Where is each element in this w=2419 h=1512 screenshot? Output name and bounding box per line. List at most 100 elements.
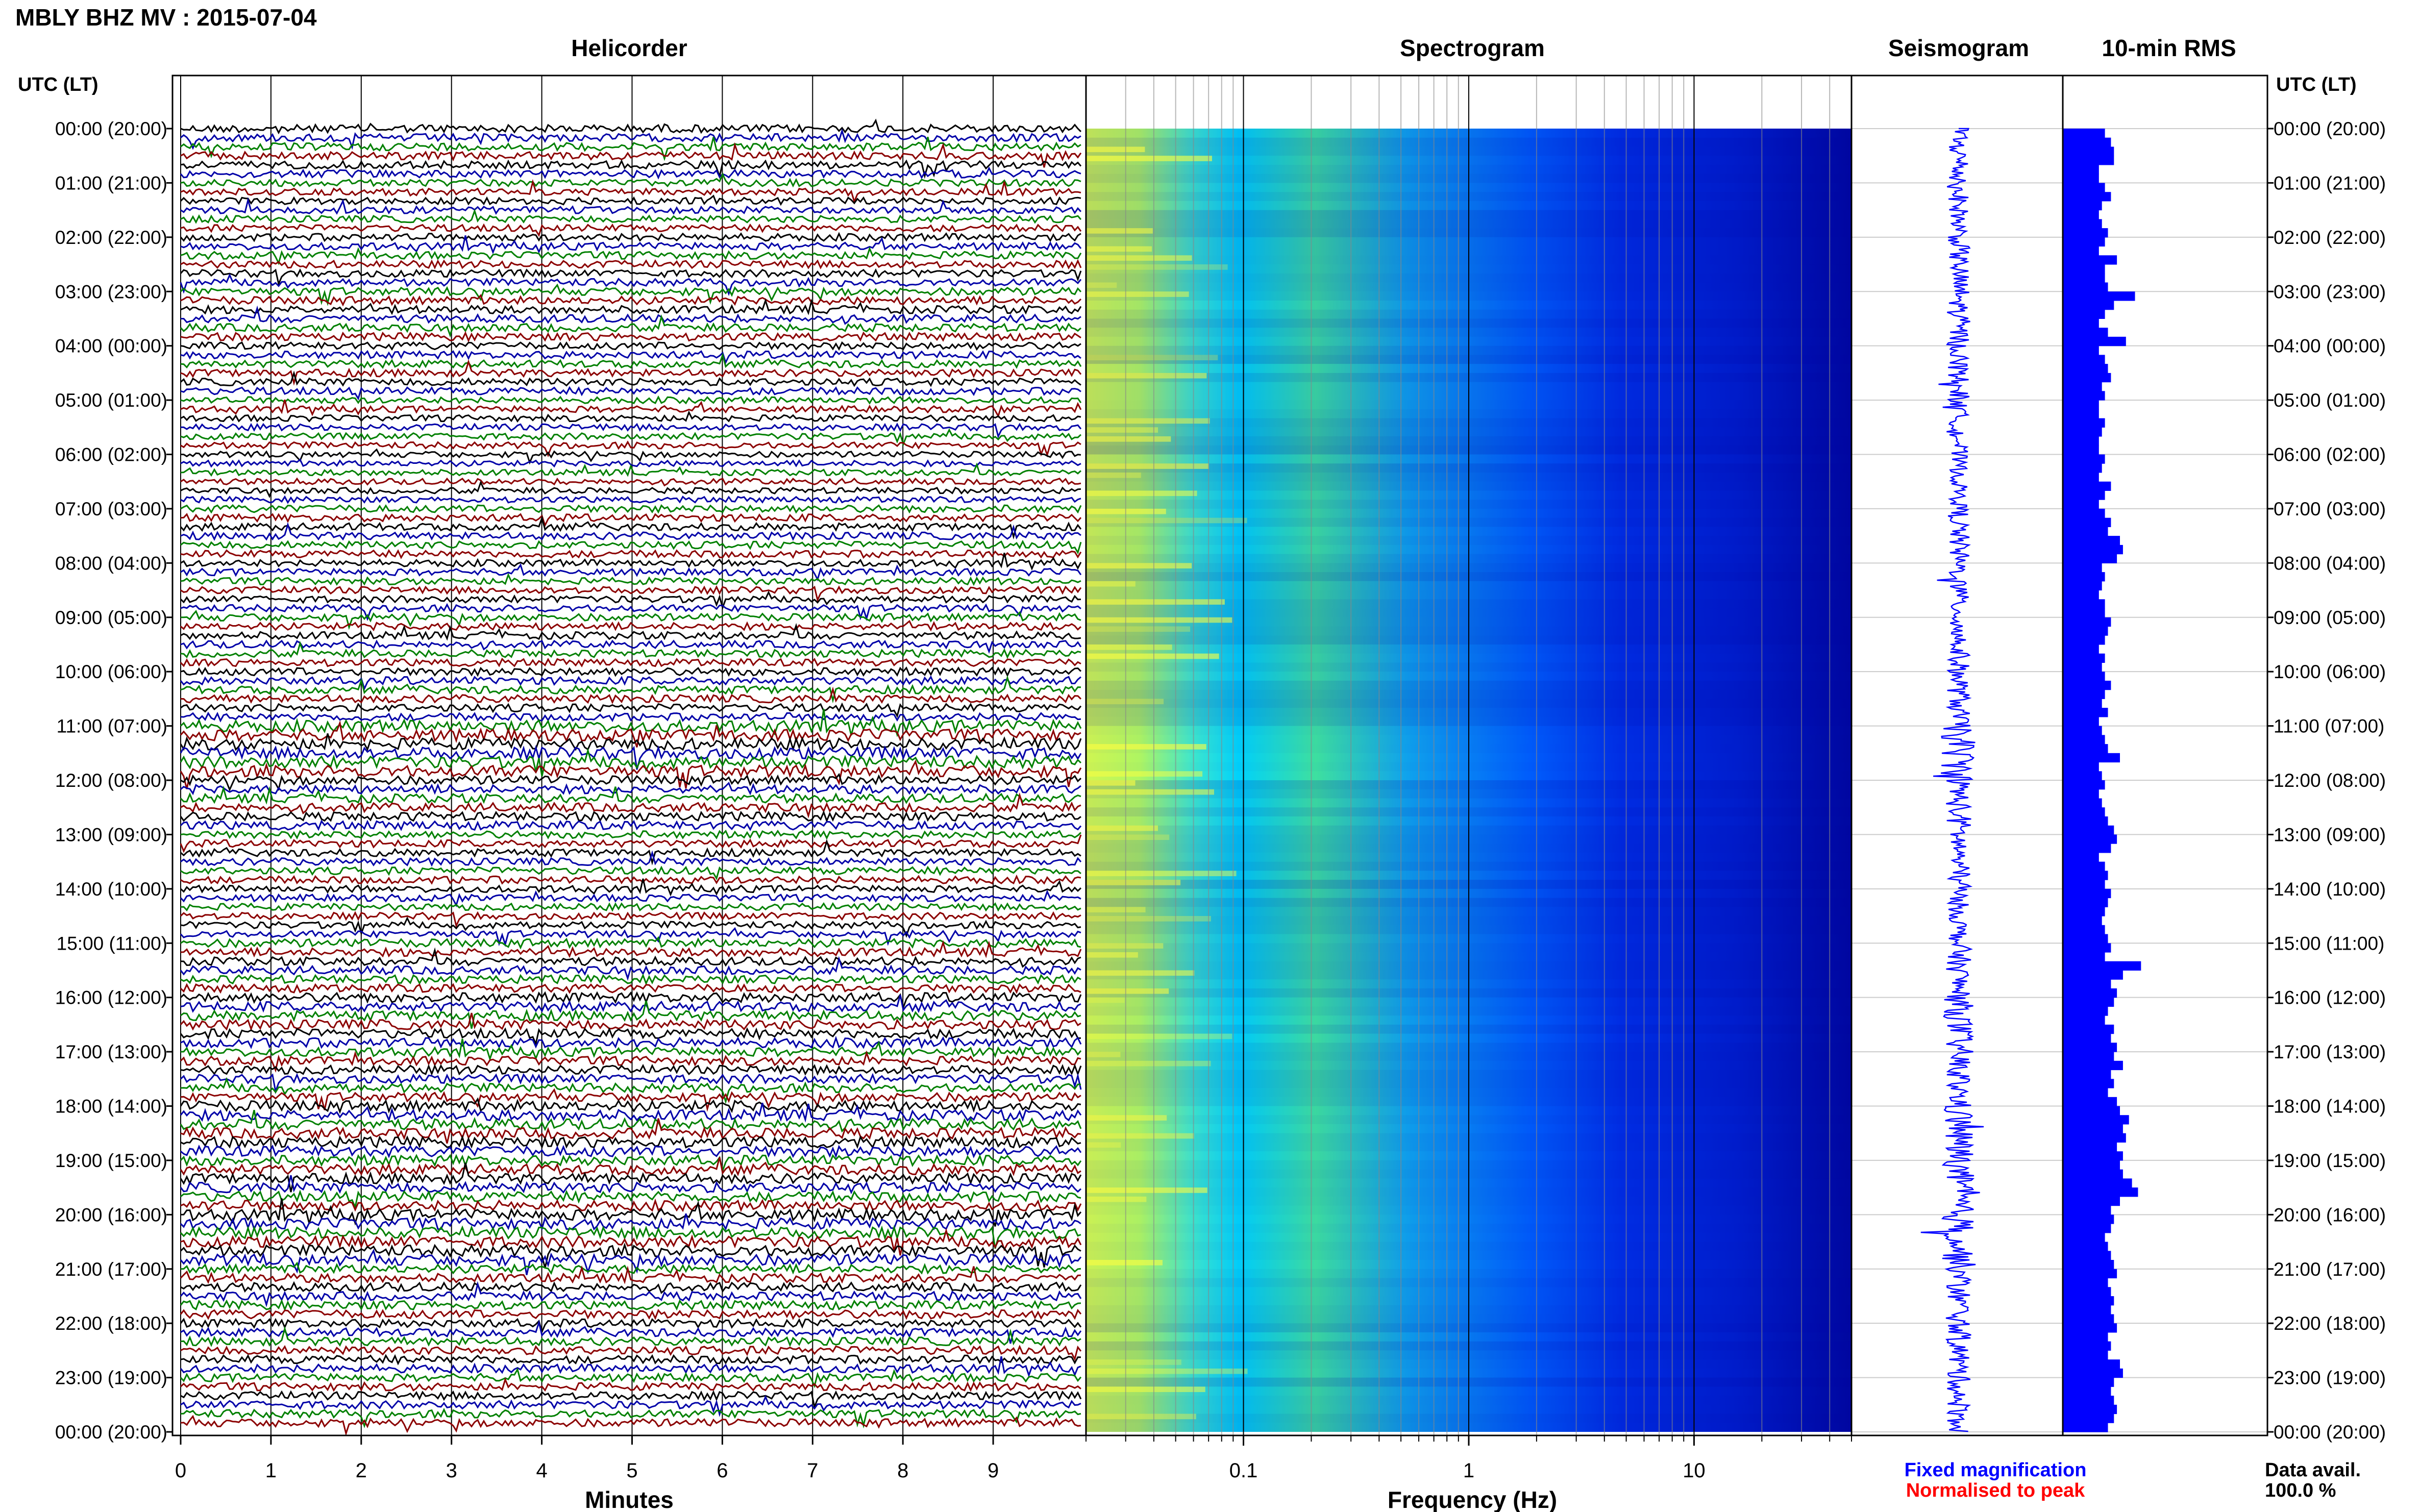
helicorder-trace (180, 820, 1082, 831)
helicorder-trace (180, 137, 1081, 161)
rms-bar (2063, 436, 2099, 446)
rms-bar (2063, 500, 2099, 509)
rms-bar (2063, 382, 2102, 391)
rms-bar (2063, 970, 2123, 980)
hour-label-left: 00:00 (20:00) (55, 118, 167, 139)
rms-bar (2063, 373, 2111, 383)
rms-bar (2063, 490, 2105, 500)
data-avail-label: Data avail. (2265, 1459, 2361, 1481)
helicorder-trace (180, 1281, 1082, 1307)
rms-bar (2063, 129, 2105, 138)
spectrogram-low-band (1086, 563, 1192, 568)
helicorder-trace (180, 1050, 1081, 1073)
spectrogram-low-band (1086, 871, 1237, 877)
rms-bar (2063, 246, 2099, 256)
helicorder-trace (180, 657, 1081, 668)
spectrogram-low-band (1086, 1414, 1196, 1420)
rms-bar (2063, 997, 2114, 1007)
rms-bar (2063, 825, 2114, 835)
hour-label-right: 04:00 (00:00) (2274, 336, 2386, 357)
rms-bar (2063, 309, 2105, 319)
rms-bar (2063, 1350, 2108, 1360)
spectrogram-low-band (1086, 780, 1136, 786)
rms-bar (2063, 400, 2099, 410)
rms-bar (2063, 1070, 2111, 1079)
spectrogram-low-band (1086, 490, 1197, 497)
hour-label-left: 12:00 (08:00) (55, 770, 167, 791)
rms-bar (2063, 934, 2108, 944)
helicorder-trace (180, 916, 1081, 938)
rms-bar (2063, 454, 2105, 464)
spectrogram-low-band (1086, 970, 1195, 976)
rms-bar (2063, 336, 2126, 346)
spectrogram-low-band (1086, 291, 1189, 297)
helicorder-trace (180, 341, 1081, 351)
spectrogram-low-band (1086, 255, 1192, 261)
helicorder-trace (180, 675, 1081, 691)
helicorder-trace (180, 1390, 1082, 1410)
helicorder-trace (180, 639, 1082, 654)
hour-label-left: 01:00 (21:00) (55, 172, 167, 193)
rms-bar (2063, 391, 2105, 401)
hour-label-right: 11:00 (07:00) (2274, 716, 2384, 737)
rms-bar (2063, 1414, 2114, 1423)
helicorder-panel (171, 75, 1087, 1436)
hour-label-left: 16:00 (12:00) (55, 987, 167, 1008)
hour-label-left: 18:00 (14:00) (55, 1096, 167, 1117)
helicorder-trace (180, 590, 1081, 610)
rms-bar (2063, 282, 2108, 292)
seismogram-title: Seismogram (1888, 35, 2029, 61)
rms-bar (2063, 1341, 2111, 1351)
rms-bar (2063, 888, 2111, 899)
rms-bar (2063, 418, 2105, 428)
rms-bar (2063, 1043, 2117, 1052)
rms-bar (2063, 345, 2099, 355)
hour-label-left: 02:00 (22:00) (55, 227, 167, 248)
spectrogram-low-band (1086, 472, 1141, 478)
helicorder-trace (180, 838, 1081, 865)
helicorder-trace (180, 142, 1082, 168)
rms-panel (2062, 75, 2268, 1436)
rms-bar (2063, 645, 2099, 654)
rms-bar (2063, 653, 2105, 663)
helicorder-trace (180, 294, 1082, 307)
helicorder-trace (180, 609, 1081, 630)
spectrogram-low-band (1086, 436, 1171, 442)
minute-tick-label: 3 (446, 1459, 457, 1482)
helicorder-trace (180, 522, 1081, 541)
hour-label-right: 07:00 (03:00) (2274, 499, 2386, 519)
helicorder-trace (180, 640, 1081, 659)
helicorder-trace (180, 410, 1081, 423)
helicorder-trace (180, 603, 1081, 622)
helicorder-title: Helicorder (571, 35, 687, 61)
helicorder-trace (180, 1157, 1081, 1177)
helicorder-trace (180, 829, 1082, 840)
data-avail-value: 100.0 % (2265, 1480, 2336, 1501)
helicorder-trace (180, 666, 1082, 678)
rms-bar (2063, 473, 2099, 482)
helicorder-trace (180, 128, 1081, 150)
helicorder-trace (180, 686, 1082, 704)
helicorder-trace (180, 889, 1081, 907)
seismogram-trace (1920, 128, 1984, 1432)
rms-bar (2063, 1169, 2123, 1179)
hour-label-right: 14:00 (10:00) (2274, 879, 2386, 900)
spectrogram-low-band (1086, 581, 1136, 587)
helicorder-trace (180, 973, 1081, 986)
helicorder-trace (180, 810, 1081, 823)
spectrogram-low-band (1086, 1386, 1205, 1392)
helicorder-trace (180, 166, 1081, 180)
rms-bar (2063, 255, 2117, 265)
rms-bar (2063, 1296, 2114, 1306)
rms-bar (2063, 1305, 2111, 1315)
helicorder-trace (180, 259, 1082, 270)
rms-bar (2063, 708, 2108, 717)
rms-bar (2063, 1232, 2105, 1243)
rms-bar (2063, 1368, 2123, 1378)
helicorder-trace (180, 1354, 1081, 1366)
helicorder-trace (180, 991, 1082, 1010)
spectrogram-low-band (1086, 644, 1172, 650)
rms-bar (2063, 716, 2099, 727)
rms-bar (2063, 1359, 2120, 1369)
spectrogram-low-band (1086, 1260, 1163, 1266)
